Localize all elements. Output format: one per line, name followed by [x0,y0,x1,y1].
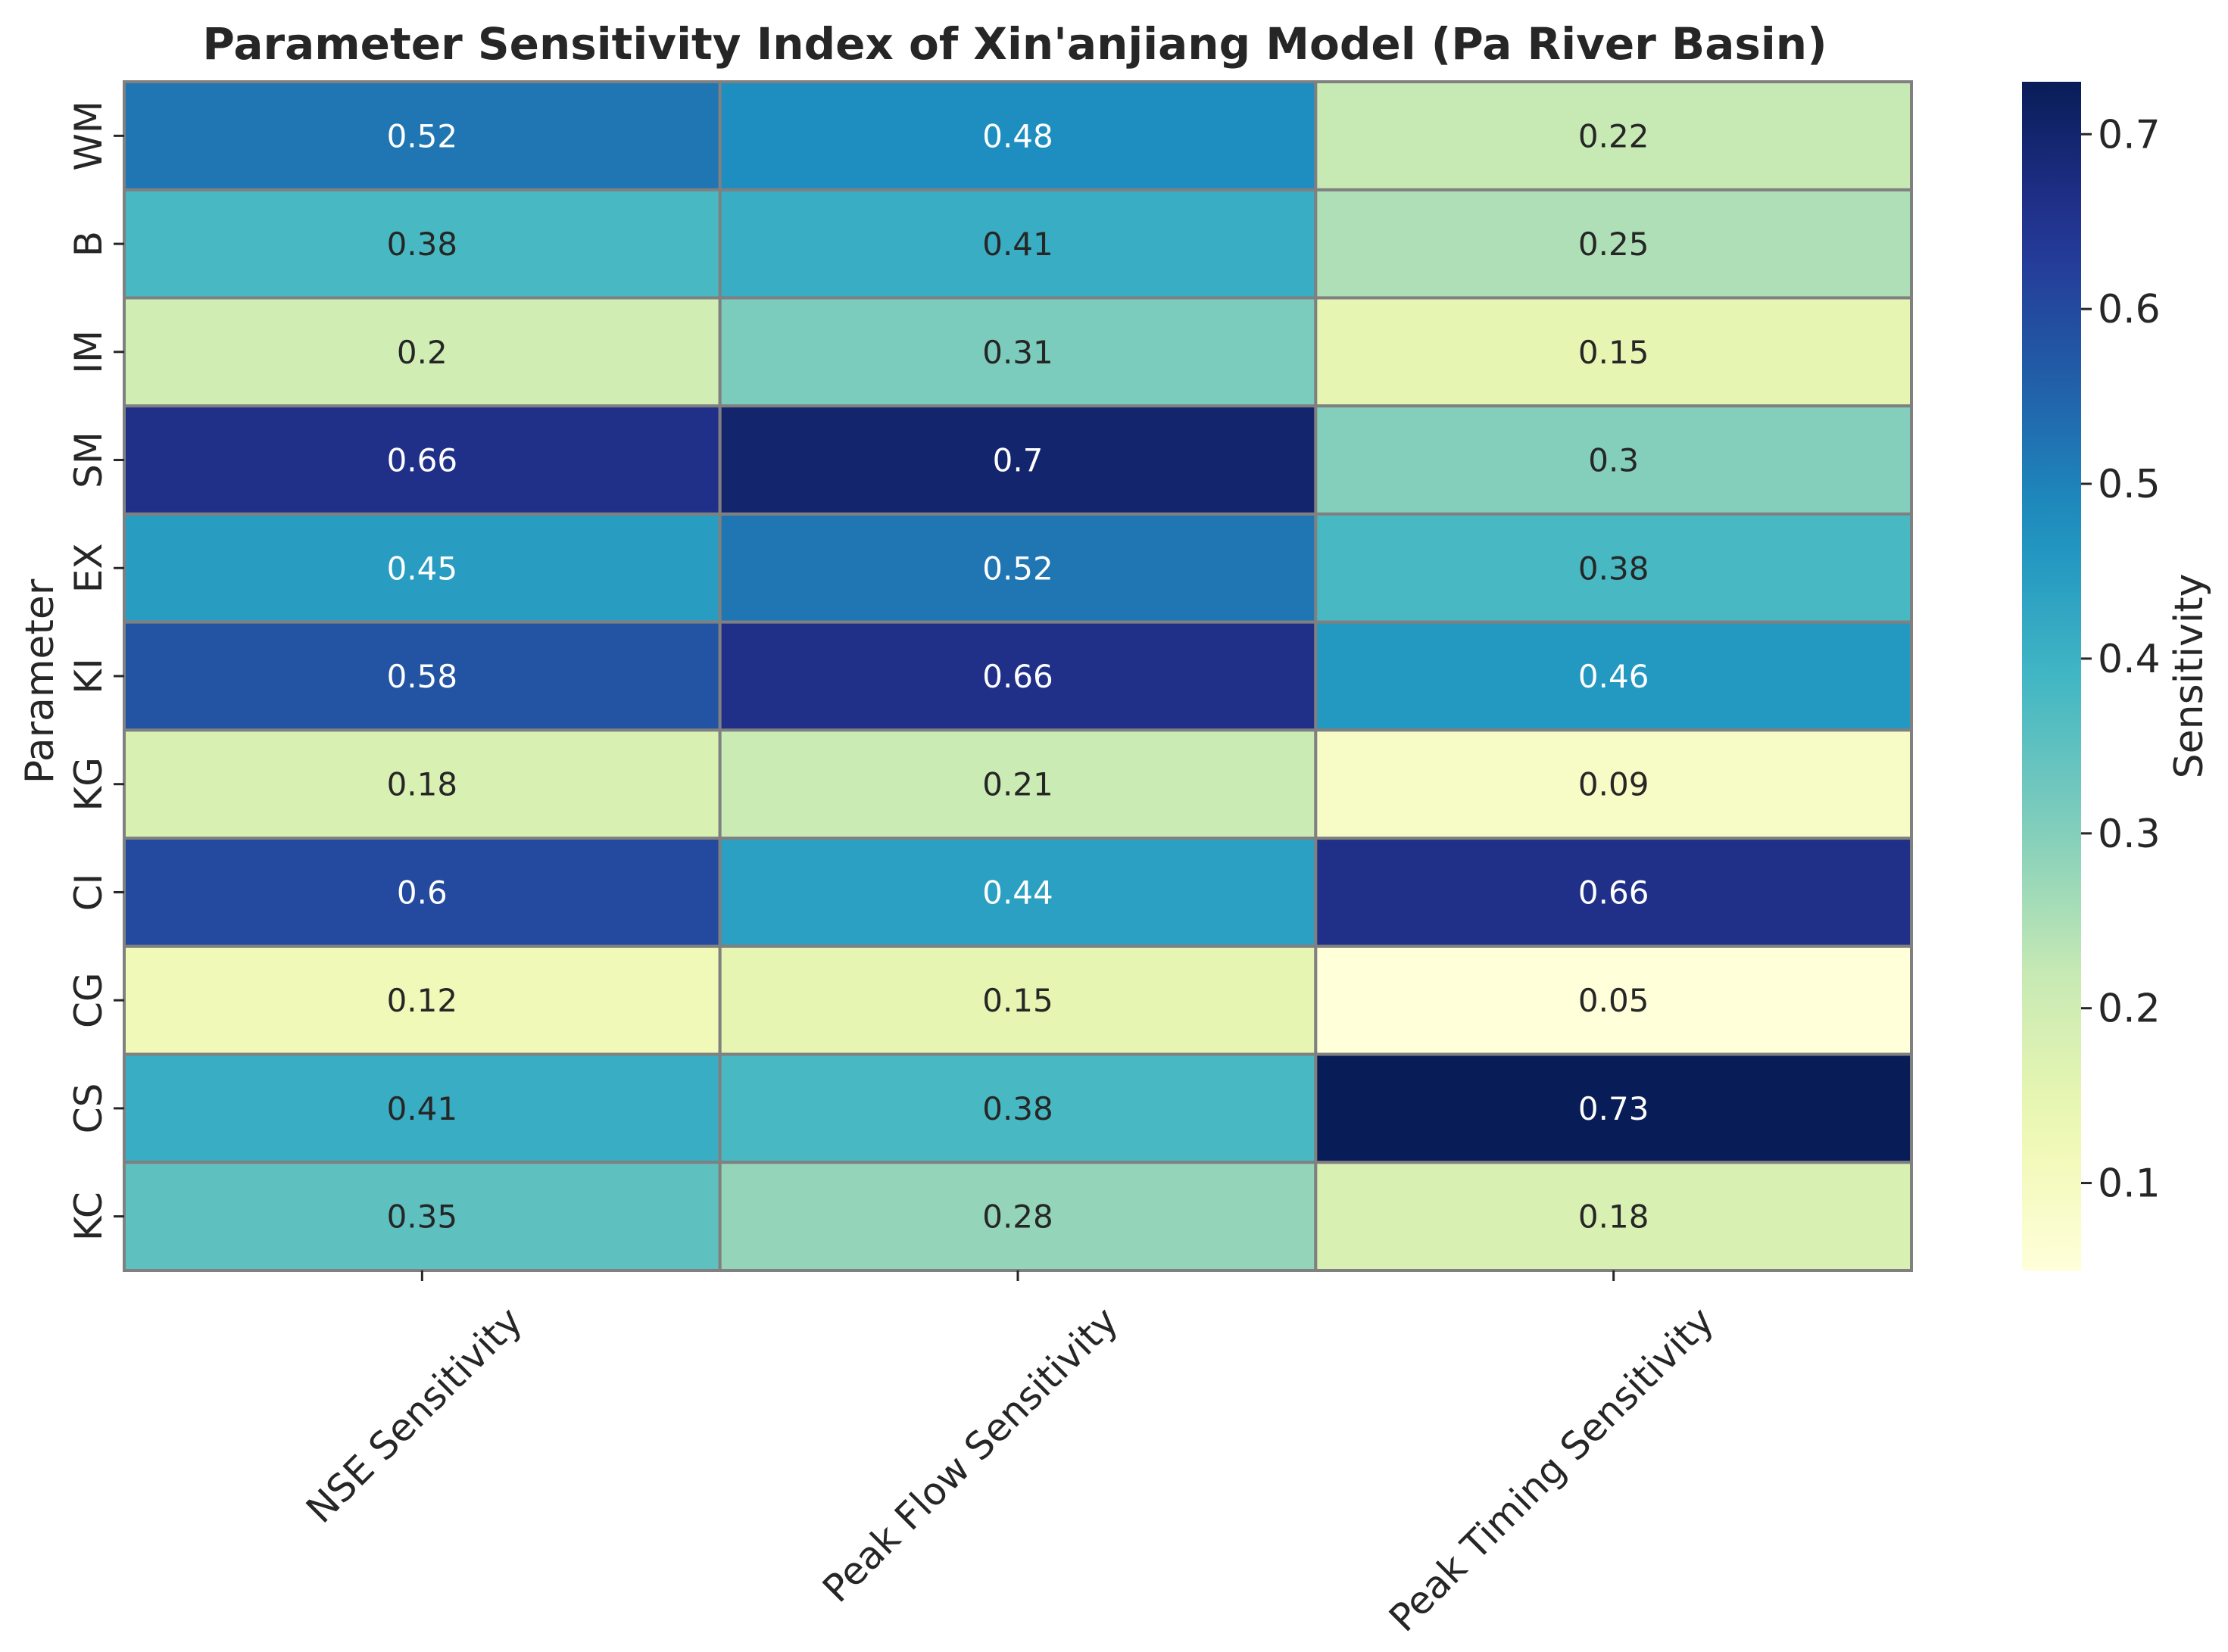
y-tick-label: KG [67,757,111,812]
colorbar-tick-label: 0.2 [2098,987,2161,1032]
cell-value-label: 0.38 [1578,550,1649,587]
chart-title: Parameter Sensitivity Index of Xin'anjia… [202,18,1827,70]
cell-value-label: 0.66 [387,442,458,479]
heatmap-cells: 0.52 0.48 0.22 0.38 0.41 0.25 0.2 0.31 0.15 0.66 0… [124,82,1911,1270]
cell-value-label: 0.2 [397,334,448,371]
x-axis-tick-labels: NSE Sensitivity Peak Flow Sensitivity Peak… [298,1270,1722,1640]
cell-value-label: 0.41 [387,1090,458,1127]
colorbar [2022,82,2081,1270]
colorbar-tick-label: 0.5 [2098,462,2161,507]
cell-value-label: 0.46 [1578,658,1649,695]
cell-value-label: 0.73 [1578,1090,1649,1127]
cell-value-label: 0.52 [982,550,1053,587]
y-tick-label: WM [67,101,111,171]
y-axis-tick-labels: WM B IM SM EX KI KG CI CG CS KC [67,101,124,1241]
cell-value-label: 0.58 [387,658,458,695]
x-tick-label: Peak Timing Sensitivity [1381,1298,1722,1640]
cell-value-label: 0.41 [982,226,1053,263]
cell-value-label: 0.28 [982,1198,1053,1236]
y-axis-label: Parameter [17,578,63,784]
cell-value-label: 0.45 [387,550,458,587]
cell-value-label: 0.44 [982,874,1053,911]
colorbar-tick-label: 0.6 [2098,287,2161,332]
colorbar-tick-label: 0.3 [2098,812,2161,857]
cell-value-label: 0.22 [1578,117,1649,154]
cell-value-label: 0.38 [387,226,458,263]
y-tick-label: EX [67,543,111,593]
x-tick-label: Peak Flow Sensitivity [814,1298,1126,1610]
cell-value-label: 0.05 [1578,982,1649,1019]
cell-value-label: 0.66 [982,658,1053,695]
colorbar-tick-label: 0.4 [2098,637,2161,682]
y-tick-label: B [67,231,111,257]
cell-value-label: 0.38 [982,1090,1053,1127]
heatmap-chart: Parameter Sensitivity Index of Xin'anjia… [0,0,2228,1652]
cell-value-label: 0.66 [1578,874,1649,911]
cell-value-label: 0.7 [993,442,1044,479]
cell-value-label: 0.18 [1578,1198,1649,1236]
colorbar-label: Sensitivity [2167,574,2212,779]
y-tick-label: CG [67,972,111,1028]
x-tick-label: NSE Sensitivity [298,1298,531,1532]
cell-value-label: 0.6 [397,874,448,911]
y-tick-label: CS [67,1083,111,1134]
cell-value-label: 0.09 [1578,766,1649,803]
y-tick-label: IM [67,330,111,374]
y-tick-label: KI [67,658,111,694]
cell-value-label: 0.21 [982,766,1053,803]
y-tick-label: SM [67,432,111,488]
colorbar-tick-label: 0.1 [2098,1161,2161,1207]
cell-value-label: 0.25 [1578,226,1649,263]
colorbar-tick-label: 0.7 [2098,112,2161,157]
cell-value-label: 0.15 [982,982,1053,1019]
cell-value-label: 0.15 [1578,334,1649,371]
colorbar-ticks: 0.1 0.2 0.3 0.4 0.5 0.6 0.7 [2081,112,2161,1206]
y-tick-label: CI [67,874,111,912]
cell-value-label: 0.52 [387,117,458,154]
cell-value-label: 0.3 [1588,442,1639,479]
cell-value-label: 0.18 [387,766,458,803]
cell-value-label: 0.12 [387,982,458,1019]
y-tick-label: KC [67,1192,111,1241]
cell-value-label: 0.31 [982,334,1053,371]
cell-value-label: 0.35 [387,1198,458,1236]
cell-value-label: 0.48 [982,117,1053,154]
